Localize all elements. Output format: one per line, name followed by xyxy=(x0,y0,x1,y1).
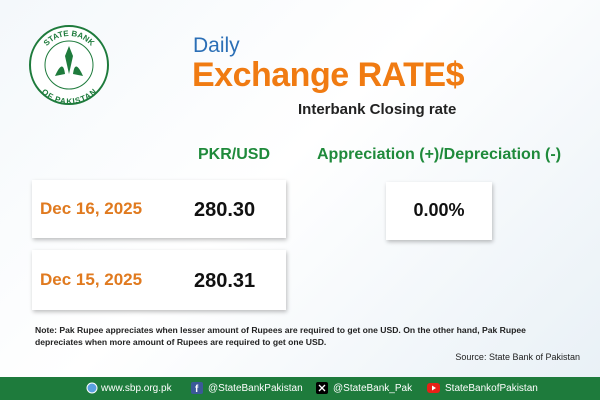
note-line: Note: Pak Rupee appreciates when lesser … xyxy=(35,325,526,335)
column-header: Appreciation (+)/Depreciation (-) xyxy=(317,146,562,163)
date: Dec 15, 2025 xyxy=(40,270,143,289)
rate: 280.30 xyxy=(194,199,256,221)
facebook-icon: f xyxy=(191,382,203,394)
svg-text:f: f xyxy=(195,384,199,394)
kicker: Daily xyxy=(193,34,240,57)
rate: 280.31 xyxy=(194,270,256,292)
row-box: Dec 15, 2025 280.31 xyxy=(32,250,286,310)
footer-link[interactable]: @StateBank_Pak xyxy=(333,383,413,394)
youtube-icon xyxy=(427,383,440,393)
footer-link[interactable]: StateBankofPakistan xyxy=(445,383,538,394)
source: Source: State Bank of Pakistan xyxy=(455,352,580,362)
subtitle: Interbank Closing rate xyxy=(298,101,457,118)
footer: www.sbp.org.pk f @StateBankPakistan @Sta… xyxy=(0,377,600,400)
date: Dec 16, 2025 xyxy=(40,199,143,218)
footer-link[interactable]: @StateBankPakistan xyxy=(208,383,303,394)
globe-icon xyxy=(86,382,98,394)
note-line: depreciates when more amount of Rupees a… xyxy=(35,337,327,347)
footer-link[interactable]: www.sbp.org.pk xyxy=(101,383,172,394)
x-icon xyxy=(316,382,328,394)
column-header: PKR/USD xyxy=(198,146,271,163)
change-box: 0.00% xyxy=(386,182,492,240)
title: Exchange RATE$ xyxy=(192,56,465,94)
change: 0.00% xyxy=(413,200,465,220)
logo: STATE BANK OF PAKISTAN xyxy=(29,25,109,106)
row-box: Dec 16, 2025 280.30 xyxy=(32,180,286,238)
